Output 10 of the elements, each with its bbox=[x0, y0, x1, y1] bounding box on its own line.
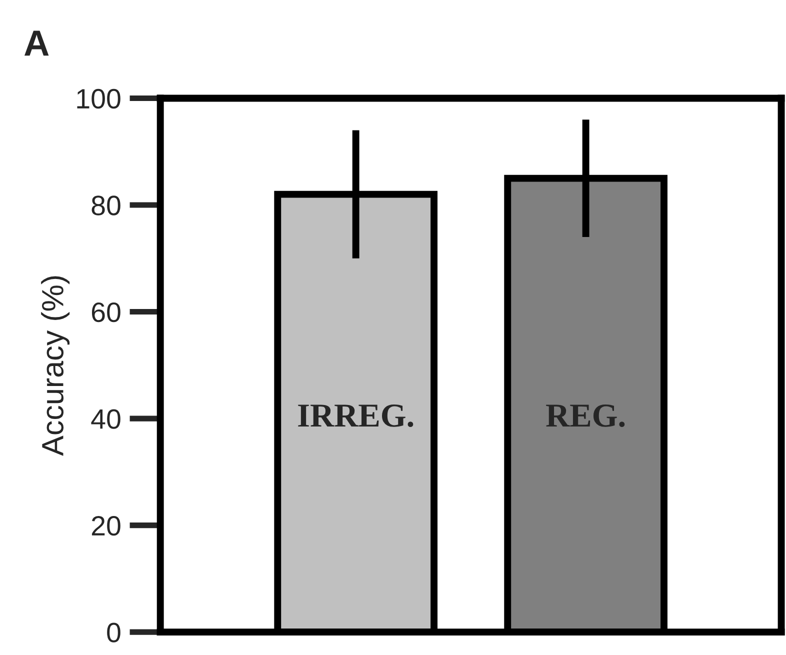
y-tick-label: 40 bbox=[91, 409, 120, 429]
y-axis-title: Accuracy (%) bbox=[41, 276, 70, 456]
x-tick-label: REG. bbox=[546, 404, 625, 428]
chart-title: A bbox=[24, 30, 49, 56]
x-tick-label: IRREG. bbox=[298, 404, 414, 428]
y-tick-label: 20 bbox=[92, 516, 120, 536]
y-tick-label: 100 bbox=[77, 88, 120, 109]
y-tick-label: 60 bbox=[92, 302, 120, 322]
y-tick-label: 0 bbox=[107, 622, 120, 642]
y-tick-label: 80 bbox=[92, 196, 120, 216]
